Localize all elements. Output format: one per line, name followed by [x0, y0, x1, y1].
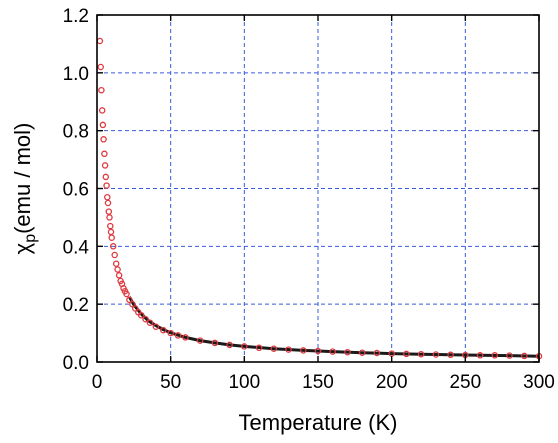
- data-point: [447, 351, 454, 359]
- data-point: [226, 341, 233, 349]
- data-point: [98, 86, 105, 94]
- data-point: [99, 121, 107, 129]
- data-point: [104, 199, 112, 207]
- data-point: [112, 260, 120, 267]
- grid: [97, 15, 539, 362]
- data-point: [344, 348, 351, 356]
- data-point: [103, 182, 110, 189]
- data-point: [104, 193, 111, 201]
- data-point: [432, 351, 440, 358]
- data-point: [102, 173, 110, 181]
- y-axis-subscript: p: [22, 234, 39, 243]
- data-point: [196, 337, 204, 344]
- data-point: [146, 319, 154, 326]
- data-point: [491, 352, 499, 359]
- data-point: [115, 272, 123, 279]
- x-tick-label: 100: [228, 372, 260, 393]
- data-point: [255, 344, 263, 352]
- y-tick-label: 1.0: [63, 64, 89, 85]
- data-point: [96, 37, 104, 45]
- x-tick-label: 150: [302, 372, 334, 393]
- data-point: [142, 315, 149, 323]
- data-point: [417, 350, 425, 358]
- y-axis-unit: (emu / mol): [10, 123, 35, 234]
- data-point: [329, 348, 336, 355]
- y-tick-label: 0.8: [63, 122, 89, 143]
- fit-curve: [128, 296, 540, 358]
- data-point: [105, 208, 113, 215]
- data-point: [182, 334, 189, 341]
- x-tick-label: 0: [92, 372, 103, 393]
- data-point: [106, 214, 113, 221]
- data-points-layer: [96, 37, 543, 360]
- data-point: [373, 349, 381, 357]
- data-point: [160, 326, 167, 334]
- x-tick-label: 50: [160, 372, 181, 393]
- y-tick-labels: 0.0 0.2 0.4 0.6 0.8 1.0 1.2: [63, 6, 90, 374]
- data-point: [167, 329, 174, 337]
- data-point: [97, 63, 104, 71]
- data-point: [241, 343, 248, 350]
- data-point: [101, 162, 109, 169]
- data-point: [108, 234, 115, 241]
- data-point: [476, 352, 484, 359]
- data-point: [506, 352, 513, 359]
- data-point: [114, 266, 121, 273]
- data-point: [137, 311, 145, 319]
- data-point: [123, 290, 130, 298]
- data-point: [403, 350, 410, 358]
- data-point: [100, 136, 107, 143]
- y-tick-label: 0.2: [63, 295, 89, 316]
- y-tick-label: 0.0: [63, 353, 89, 374]
- data-point: [101, 150, 108, 158]
- data-point: [285, 346, 292, 353]
- data-point: [270, 345, 278, 352]
- ticks: [96, 14, 540, 363]
- y-tick-label: 0.4: [63, 237, 90, 258]
- x-tick-label: 300: [523, 372, 555, 393]
- data-point: [107, 228, 115, 236]
- y-axis-label: χp(emu / mol): [10, 123, 39, 255]
- data-point: [521, 352, 528, 360]
- x-axis-label: Temperature (K): [239, 410, 398, 435]
- data-point: [314, 347, 322, 355]
- data-point: [98, 107, 106, 114]
- data-point: [211, 339, 219, 347]
- data-point: [126, 296, 133, 304]
- y-axis-symbol: χ: [10, 242, 35, 254]
- fit-curve-layer: [128, 296, 540, 358]
- y-tick-label: 0.6: [63, 180, 89, 201]
- data-point: [300, 347, 307, 354]
- y-tick-label: 1.2: [63, 6, 89, 27]
- data-point: [174, 332, 182, 339]
- x-tick-labels: 0 50 100 150 200 250 300: [92, 372, 555, 393]
- data-point: [358, 349, 366, 356]
- data-point: [152, 323, 160, 330]
- x-tick-label: 250: [449, 372, 481, 393]
- data-point: [129, 300, 136, 308]
- x-tick-label: 200: [376, 372, 408, 393]
- data-point: [107, 222, 114, 230]
- data-point: [111, 251, 118, 259]
- data-point: [109, 243, 117, 250]
